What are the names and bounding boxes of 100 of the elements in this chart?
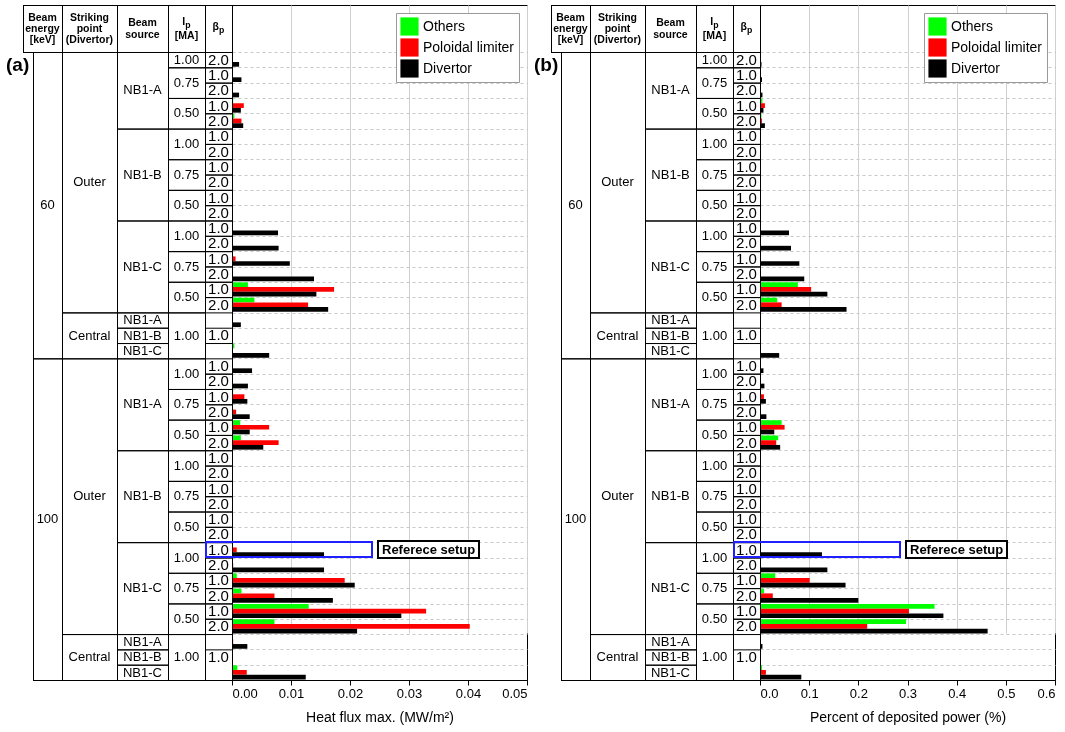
text: (b) bbox=[534, 54, 559, 75]
legend-label: Others bbox=[951, 17, 994, 34]
y-tick-label: 2.0 bbox=[736, 173, 757, 191]
y-tick-label: 2.0 bbox=[736, 111, 757, 129]
text: 0.75 bbox=[173, 580, 200, 596]
text: NB1-A bbox=[651, 82, 690, 98]
x-axis-title: Percent of deposited power (%) bbox=[809, 708, 1007, 725]
text: NB1-C bbox=[650, 258, 690, 274]
y-tick-label: 2.0 bbox=[736, 402, 757, 420]
text: Outer bbox=[73, 174, 106, 190]
text: 1.00 bbox=[173, 227, 200, 243]
text: NB1-C bbox=[122, 580, 162, 596]
legend-label: Divertor bbox=[951, 59, 1001, 76]
x-tick-label: 0.04 bbox=[455, 685, 482, 701]
y-tick-label: 2.0 bbox=[208, 556, 229, 574]
text: 1.00 bbox=[701, 51, 728, 67]
text: 0.50 bbox=[701, 289, 728, 305]
y-tick-label: 1.0 bbox=[208, 188, 229, 206]
y-tick-label: 2.0 bbox=[208, 372, 229, 390]
y-tick-label: 1.0 bbox=[736, 387, 757, 405]
y-tick-label: 2.0 bbox=[736, 525, 757, 543]
y-tick-label: 2.0 bbox=[208, 142, 229, 160]
text: Outer bbox=[601, 174, 634, 190]
text: NB1-C bbox=[650, 342, 690, 358]
text: 1.00 bbox=[701, 365, 728, 381]
y-tick-label: 1.0 bbox=[736, 188, 757, 206]
x-tick-label: 0.6 bbox=[1037, 685, 1056, 701]
text: 0.50 bbox=[173, 105, 200, 121]
x-tick-label: 0.2 bbox=[849, 685, 868, 701]
y-tick-label: 2.0 bbox=[208, 617, 229, 635]
text: 1.00 bbox=[173, 649, 200, 665]
y-tick-label: 2.0 bbox=[736, 81, 757, 99]
y-tick-label: 2.0 bbox=[736, 142, 757, 160]
text: 0.75 bbox=[701, 580, 728, 596]
y-tick-label: 1.0 bbox=[208, 326, 229, 344]
text: 0.75 bbox=[173, 74, 200, 90]
text: β$_{p}$ bbox=[740, 20, 753, 36]
text: 1.00 bbox=[701, 549, 728, 565]
text: 1.00 bbox=[173, 457, 200, 473]
text: NB1-C bbox=[650, 580, 690, 596]
y-tick-label: 2.0 bbox=[736, 203, 757, 221]
y-tick-label: 2.0 bbox=[208, 234, 229, 252]
y-tick-label: 1.0 bbox=[736, 219, 757, 237]
y-tick-label: 2.0 bbox=[208, 494, 229, 512]
text: 1.00 bbox=[701, 457, 728, 473]
y-tick-label: 2.0 bbox=[736, 464, 757, 482]
text: I$_{p}$ [MA] bbox=[174, 14, 199, 42]
y-tick-label: 2.0 bbox=[208, 295, 229, 313]
legend-label: Poloidal limiter bbox=[423, 38, 515, 55]
text: NB1-A bbox=[123, 633, 162, 649]
y-tick-label: 1.0 bbox=[208, 602, 229, 620]
x-tick-label: 0.02 bbox=[337, 685, 364, 701]
text: NB1-B bbox=[651, 166, 690, 182]
y-tick-label: 1.0 bbox=[736, 96, 757, 114]
x-tick-label: 0.4 bbox=[948, 685, 967, 701]
text: NB1-A bbox=[123, 396, 162, 412]
text: 1.00 bbox=[173, 549, 200, 565]
text: 1.00 bbox=[173, 327, 200, 343]
text: 0.75 bbox=[701, 74, 728, 90]
y-tick-label: 2.0 bbox=[208, 111, 229, 129]
y-tick-label: 2.0 bbox=[208, 464, 229, 482]
text: 0.50 bbox=[173, 289, 200, 305]
y-tick-label: 1.0 bbox=[736, 540, 757, 558]
y-tick-label: 2.0 bbox=[736, 295, 757, 313]
y-tick-label: 1.0 bbox=[736, 479, 757, 497]
text: 0.50 bbox=[173, 427, 200, 443]
text: 0.75 bbox=[701, 488, 728, 504]
y-tick-label: 2.0 bbox=[208, 173, 229, 191]
y-tick-label: 1.0 bbox=[736, 418, 757, 436]
text: 0.50 bbox=[701, 518, 728, 534]
y-tick-label: 2.0 bbox=[736, 372, 757, 390]
y-tick-label: 1.0 bbox=[736, 249, 757, 267]
text: Central bbox=[596, 327, 639, 343]
y-tick-label: 1.0 bbox=[208, 157, 229, 175]
text: Central bbox=[68, 327, 111, 343]
text: Central bbox=[596, 649, 639, 665]
text: Outer bbox=[601, 488, 634, 504]
text: 100 bbox=[564, 511, 587, 527]
text: NB1-A bbox=[651, 312, 690, 328]
x-tick-label: 0.01 bbox=[278, 685, 305, 701]
y-tick-label: 1.0 bbox=[736, 448, 757, 466]
text: 1.00 bbox=[701, 136, 728, 152]
y-tick-label: 1.0 bbox=[208, 387, 229, 405]
y-tick-label: 2.0 bbox=[736, 234, 757, 252]
y-tick-label: 1.0 bbox=[208, 280, 229, 298]
text: Beam source bbox=[653, 16, 688, 40]
y-tick-label: 1.0 bbox=[736, 326, 757, 344]
text: 1.00 bbox=[701, 649, 728, 665]
y-tick-label: 2.0 bbox=[208, 265, 229, 283]
text: Striking point (Divertor) bbox=[593, 10, 642, 46]
y-tick-label: 1.0 bbox=[736, 280, 757, 298]
text: NB1-B bbox=[123, 649, 162, 665]
y-tick-label: 2.0 bbox=[736, 586, 757, 604]
y-tick-label: 2.0 bbox=[736, 556, 757, 574]
y-tick-label: 1.0 bbox=[208, 127, 229, 145]
y-tick-label: 2.0 bbox=[736, 265, 757, 283]
x-tick-label: 0.0 bbox=[760, 685, 779, 701]
text: 0.50 bbox=[173, 197, 200, 213]
text: 0.75 bbox=[701, 396, 728, 412]
text: 0.50 bbox=[701, 105, 728, 121]
